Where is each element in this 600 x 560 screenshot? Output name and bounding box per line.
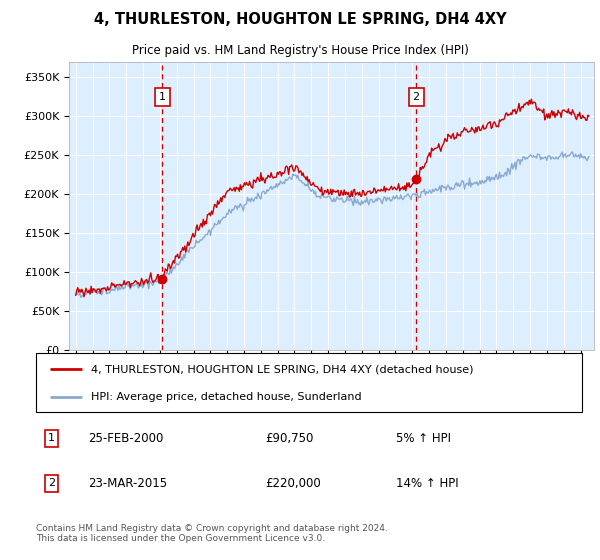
FancyBboxPatch shape xyxy=(36,353,582,412)
Text: 4, THURLESTON, HOUGHTON LE SPRING, DH4 4XY: 4, THURLESTON, HOUGHTON LE SPRING, DH4 4… xyxy=(94,12,506,27)
Text: 25-FEB-2000: 25-FEB-2000 xyxy=(88,432,163,445)
Text: 1: 1 xyxy=(159,92,166,102)
Text: 23-MAR-2015: 23-MAR-2015 xyxy=(88,477,167,489)
Text: Price paid vs. HM Land Registry's House Price Index (HPI): Price paid vs. HM Land Registry's House … xyxy=(131,44,469,57)
Text: £220,000: £220,000 xyxy=(265,477,321,489)
Text: HPI: Average price, detached house, Sunderland: HPI: Average price, detached house, Sund… xyxy=(91,392,361,402)
Text: 5% ↑ HPI: 5% ↑ HPI xyxy=(397,432,451,445)
Text: 2: 2 xyxy=(48,478,55,488)
Text: £90,750: £90,750 xyxy=(265,432,314,445)
Text: 1: 1 xyxy=(48,433,55,444)
Text: 2: 2 xyxy=(413,92,420,102)
Text: 14% ↑ HPI: 14% ↑ HPI xyxy=(397,477,459,489)
Text: Contains HM Land Registry data © Crown copyright and database right 2024.
This d: Contains HM Land Registry data © Crown c… xyxy=(36,524,388,543)
Text: 4, THURLESTON, HOUGHTON LE SPRING, DH4 4XY (detached house): 4, THURLESTON, HOUGHTON LE SPRING, DH4 4… xyxy=(91,364,473,374)
